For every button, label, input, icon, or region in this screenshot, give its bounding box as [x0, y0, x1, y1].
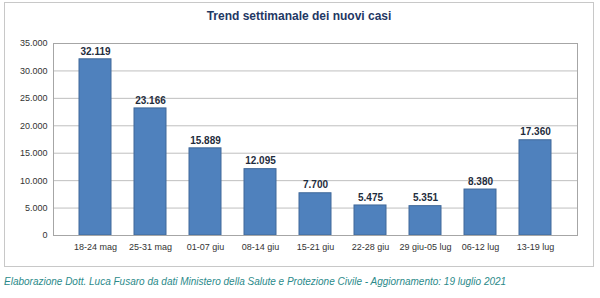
svg-text:25.000: 25.000: [20, 93, 48, 103]
svg-text:8.380: 8.380: [468, 176, 493, 187]
svg-text:5.000: 5.000: [25, 203, 48, 213]
svg-text:7.700: 7.700: [303, 179, 328, 190]
svg-text:0: 0: [42, 230, 47, 240]
svg-text:06-12 lug: 06-12 lug: [462, 242, 500, 252]
svg-text:10.000: 10.000: [20, 176, 48, 186]
svg-text:18-24 mag: 18-24 mag: [74, 242, 117, 252]
svg-text:12.095: 12.095: [245, 155, 276, 166]
svg-text:5.351: 5.351: [413, 192, 438, 203]
html-text:Elaborazione Dott. Luca Fusaro: Elaborazione Dott. Luca Fusaro da dati M…: [4, 276, 507, 287]
svg-text:01-07 giu: 01-07 giu: [187, 242, 225, 252]
svg-text:15.000: 15.000: [20, 148, 48, 158]
svg-text:20.000: 20.000: [20, 121, 48, 131]
html-text:Trend settimanale dei nuovi ca: Trend settimanale dei nuovi casi: [206, 9, 392, 23]
svg-text:17.360: 17.360: [520, 126, 551, 137]
svg-text:30.000: 30.000: [20, 66, 48, 76]
svg-text:22-28 giu: 22-28 giu: [352, 242, 390, 252]
svg-text:29 giu-05 lug: 29 giu-05 lug: [399, 242, 451, 252]
svg-text:23.166: 23.166: [135, 95, 166, 106]
svg-text:15-21 giu: 15-21 giu: [297, 242, 335, 252]
svg-text:25-31 mag: 25-31 mag: [129, 242, 172, 252]
svg-text:5.475: 5.475: [358, 192, 383, 203]
svg-text:32.119: 32.119: [80, 46, 110, 57]
svg-text:35.000: 35.000: [20, 38, 48, 48]
svg-text:13-19 lug: 13-19 lug: [517, 242, 555, 252]
svg-text:15.889: 15.889: [190, 135, 221, 146]
svg-text:08-14 giu: 08-14 giu: [242, 242, 280, 252]
